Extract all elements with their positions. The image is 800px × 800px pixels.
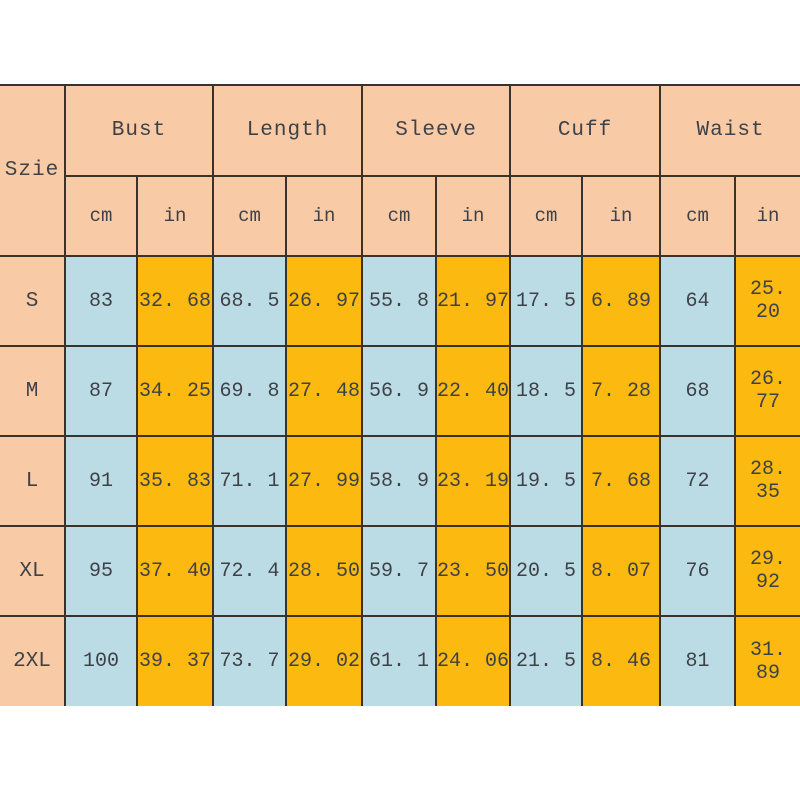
value-cell-in: 31. 89 [734,615,800,706]
unit-header-sleeve-in: in [435,175,512,257]
value-cell-in: 23. 19 [435,435,512,527]
value-cell-cm: 19. 5 [509,435,584,527]
value-cell-cm: 58. 9 [361,435,438,527]
value-cell-in: 23. 50 [435,525,512,617]
unit-header-length-in: in [285,175,364,257]
column-group-header-sleeve: Sleeve [361,84,512,177]
value-cell-cm: 68. 5 [212,255,288,347]
value-cell-cm: 56. 9 [361,345,438,437]
value-cell-cm: 21. 5 [509,615,584,706]
value-cell-in: 26. 97 [285,255,364,347]
size-corner-header: Szie [0,84,66,257]
value-cell-in: 7. 68 [581,435,662,527]
value-cell-cm: 71. 1 [212,435,288,527]
value-cell-in: 34. 25 [135,345,215,437]
value-cell-in: 37. 40 [135,525,215,617]
value-cell-in: 6. 89 [581,255,662,347]
value-cell-in: 28. 35 [734,435,800,527]
unit-header-cuff-in: in [581,175,662,257]
value-cell-cm: 20. 5 [509,525,584,617]
value-cell-cm: 73. 7 [212,615,288,706]
group-header-row: Szie Bust Length Sleeve Cuff Waist [0,84,800,257]
value-cell-in: 28. 50 [285,525,364,617]
size-label-cell: M [0,345,66,437]
size-label-cell: S [0,255,66,347]
value-cell-in: 24. 06 [435,615,512,706]
unit-header-length-cm: cm [212,175,288,257]
value-cell-in: 39. 37 [135,615,215,706]
value-cell-in: 8. 07 [581,525,662,617]
value-cell-cm: 69. 8 [212,345,288,437]
value-cell-cm: 81 [659,615,737,706]
size-row-s: S 83 32. 68 68. 5 26. 97 55. 8 21. 97 17. 5 6. 8… [0,255,800,347]
column-group-header-bust: Bust [63,84,215,177]
value-cell-in: 29. 02 [285,615,364,706]
value-cell-in: 27. 99 [285,435,364,527]
unit-header-waist-cm: cm [659,175,737,257]
value-cell-cm: 61. 1 [361,615,438,706]
unit-header-row: cm in cm in cm in cm in cm in [0,175,800,257]
value-cell-in: 27. 48 [285,345,364,437]
table-header: Szie Bust Length Sleeve Cuff Waist cm in cm in cm i… [0,84,800,257]
value-cell-cm: 91 [64,435,138,527]
value-cell-cm: 87 [64,345,138,437]
size-row-l: L 91 35. 83 71. 1 27. 99 58. 9 23. 19 19. 5 7. 6… [0,435,800,527]
value-cell-cm: 68 [659,345,737,437]
value-cell-in: 26. 77 [734,345,800,437]
unit-header-waist-in: in [734,175,800,257]
value-cell-cm: 83 [64,255,138,347]
unit-header-bust-in: in [135,175,215,257]
value-cell-cm: 59. 7 [361,525,438,617]
unit-header-cuff-cm: cm [509,175,584,257]
table-body: S 83 32. 68 68. 5 26. 97 55. 8 21. 97 17. 5 6. 8… [0,255,800,706]
size-label-cell: 2XL [0,615,66,706]
value-cell-in: 8. 46 [581,615,662,706]
size-chart-table: Szie Bust Length Sleeve Cuff Waist cm in cm in cm i… [0,84,800,706]
value-cell-cm: 72 [659,435,737,527]
value-cell-cm: 95 [64,525,138,617]
value-cell-cm: 17. 5 [509,255,584,347]
unit-header-bust-cm: cm [64,175,138,257]
value-cell-cm: 72. 4 [212,525,288,617]
value-cell-in: 22. 40 [435,345,512,437]
value-cell-cm: 76 [659,525,737,617]
value-cell-cm: 18. 5 [509,345,584,437]
value-cell-in: 25. 20 [734,255,800,347]
value-cell-cm: 55. 8 [361,255,438,347]
value-cell-in: 29. 92 [734,525,800,617]
size-label-cell: XL [0,525,66,617]
value-cell-cm: 100 [64,615,138,706]
value-cell-in: 21. 97 [435,255,512,347]
column-group-header-length: Length [212,84,364,177]
column-group-header-cuff: Cuff [509,84,662,177]
value-cell-in: 32. 68 [135,255,215,347]
value-cell-in: 7. 28 [581,345,662,437]
size-row-xl: XL 95 37. 40 72. 4 28. 50 59. 7 23. 50 20. 5 8. … [0,525,800,617]
size-label-cell: L [0,435,66,527]
size-row-m: M 87 34. 25 69. 8 27. 48 56. 9 22. 40 18. 5 7. 2… [0,345,800,437]
column-group-header-waist: Waist [659,84,800,177]
value-cell-in: 35. 83 [135,435,215,527]
unit-header-sleeve-cm: cm [361,175,438,257]
value-cell-cm: 64 [659,255,737,347]
